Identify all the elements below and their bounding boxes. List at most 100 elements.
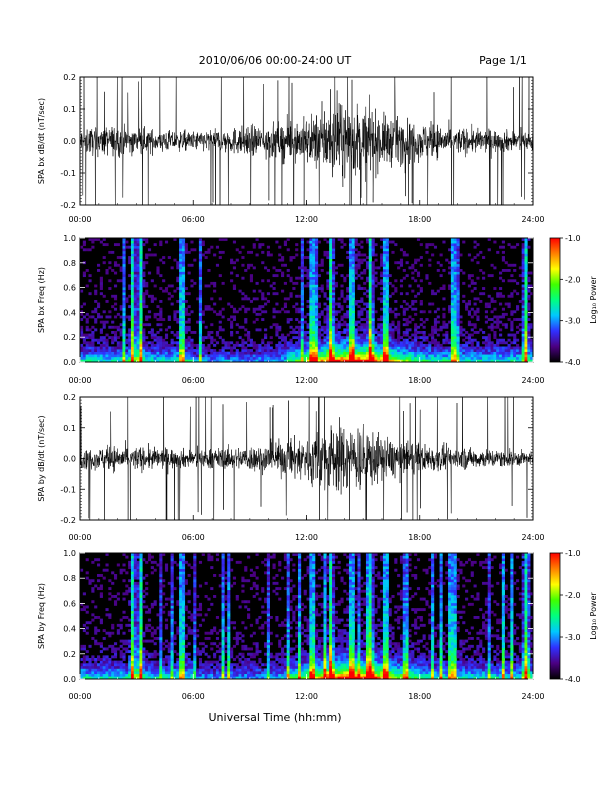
spectrogram-cell (241, 349, 245, 352)
spectrogram-cell (456, 359, 460, 363)
spectrogram-cell (80, 245, 84, 249)
spectrogram-cell (306, 269, 310, 272)
spectrogram-cell (371, 292, 375, 296)
spectrogram-cell (82, 623, 86, 627)
spectrogram-cell (348, 351, 353, 355)
spectrogram-cell (133, 292, 137, 296)
spectrogram-cell (363, 281, 367, 285)
spectrogram-cell (213, 354, 217, 358)
spectrogram-cell (145, 253, 149, 257)
spectrogram-cell (462, 343, 466, 347)
spectrogram-cell (193, 634, 197, 638)
spectrogram-cell (139, 354, 143, 358)
spectrogram-cell (173, 668, 177, 672)
spectrogram-cell (122, 356, 126, 360)
spectrogram-cell (513, 359, 517, 363)
spectrogram-cell (119, 655, 123, 659)
spectrogram-cell (275, 349, 279, 352)
spectrogram-cell (125, 341, 129, 345)
spectrogram-cell (450, 328, 455, 332)
spectrogram-cell (422, 325, 426, 329)
spectrogram-cell (96, 665, 101, 669)
spectrogram-cell (348, 294, 353, 298)
spectrogram-cell (380, 261, 384, 265)
spectrogram-cell (456, 341, 460, 345)
spectrogram-cell (139, 253, 143, 257)
spectrogram-cell (433, 356, 438, 360)
colorbar-tick-label: -4.0 (565, 358, 581, 367)
spectrogram-cell (244, 310, 248, 314)
spectrogram-cell (385, 333, 389, 337)
spectrogram-cell (176, 343, 180, 347)
spectrogram-cell (162, 676, 166, 680)
spectrogram-cell (102, 349, 106, 352)
spectrogram-cell (524, 354, 528, 358)
spectrogram-cell (312, 312, 316, 316)
spectrogram-cell (198, 333, 203, 337)
spectrogram-cell (145, 676, 149, 680)
spectrogram-cell (487, 274, 491, 278)
spectrogram-cell (136, 325, 140, 329)
spectrogram-cell (249, 354, 254, 358)
spectrogram-cell (493, 356, 497, 360)
spectrogram-cell (133, 613, 137, 617)
spectrogram-cell (524, 238, 528, 241)
spectrogram-cell (456, 356, 460, 360)
spectrogram-cell (314, 333, 319, 337)
spectrogram-cell (377, 349, 381, 352)
spectrogram-cell (179, 587, 183, 591)
spectrogram-cell (377, 356, 381, 360)
spectrogram-cell (416, 238, 421, 241)
spectrogram-cell (309, 274, 313, 278)
spectrogram-cell (130, 647, 135, 651)
x-tick-label: 18:00 (408, 533, 431, 542)
spectrogram-cell (96, 315, 101, 319)
spectrogram-cell (201, 668, 205, 672)
spectrogram-cell (453, 343, 457, 347)
spectrogram-cell (133, 555, 137, 559)
spectrogram-cell (85, 605, 89, 609)
spectrogram-cell (190, 331, 194, 334)
spectrogram-cell (167, 292, 171, 296)
spectrogram-cell (88, 644, 92, 648)
spectrogram-cell (139, 584, 143, 588)
spectrogram-cell (162, 647, 166, 651)
spectrogram-cell (190, 660, 194, 664)
spectrogram-cell (309, 245, 313, 249)
spectrogram-cell (312, 292, 316, 296)
spectrogram-cell (317, 263, 321, 267)
spectrogram-cell (278, 310, 282, 314)
spectrogram-cell (122, 631, 126, 635)
spectrogram-cell (351, 269, 355, 272)
spectrogram-cell (156, 312, 160, 316)
spectrogram-cell (102, 359, 106, 363)
spectrogram-cell (213, 356, 217, 360)
spectrogram-cell (374, 343, 378, 347)
spectrogram-cell (448, 320, 452, 324)
spectrogram-cell (184, 665, 188, 669)
spectrogram-cell (111, 571, 115, 575)
spectrogram-cell (156, 613, 160, 617)
spectrogram-cell (142, 336, 146, 340)
spectrogram-cell (88, 351, 92, 355)
spectrogram-cell (136, 250, 140, 254)
spectrogram-cell (346, 354, 350, 358)
spectrogram-cell (173, 310, 177, 314)
spectrogram-cell (269, 349, 273, 352)
spectrogram-cell (147, 248, 152, 252)
spectrogram-cell (363, 323, 367, 327)
spectrogram-cell (198, 261, 203, 265)
spectrogram-cell (411, 271, 415, 275)
spectrogram-cell (130, 243, 135, 247)
spectrogram-cell (377, 325, 381, 329)
spectrogram-cell (215, 351, 220, 355)
spectrogram-cell (170, 668, 174, 672)
spectrogram-cell (88, 665, 92, 669)
spectrogram-cell (456, 287, 460, 290)
spectrogram-cell (125, 616, 129, 619)
spectrogram-cell (499, 341, 503, 345)
spectrogram-cell (122, 256, 126, 259)
spectrogram-cell (247, 343, 251, 347)
spectrogram-cell (382, 325, 387, 329)
spectrogram-cell (198, 665, 203, 669)
